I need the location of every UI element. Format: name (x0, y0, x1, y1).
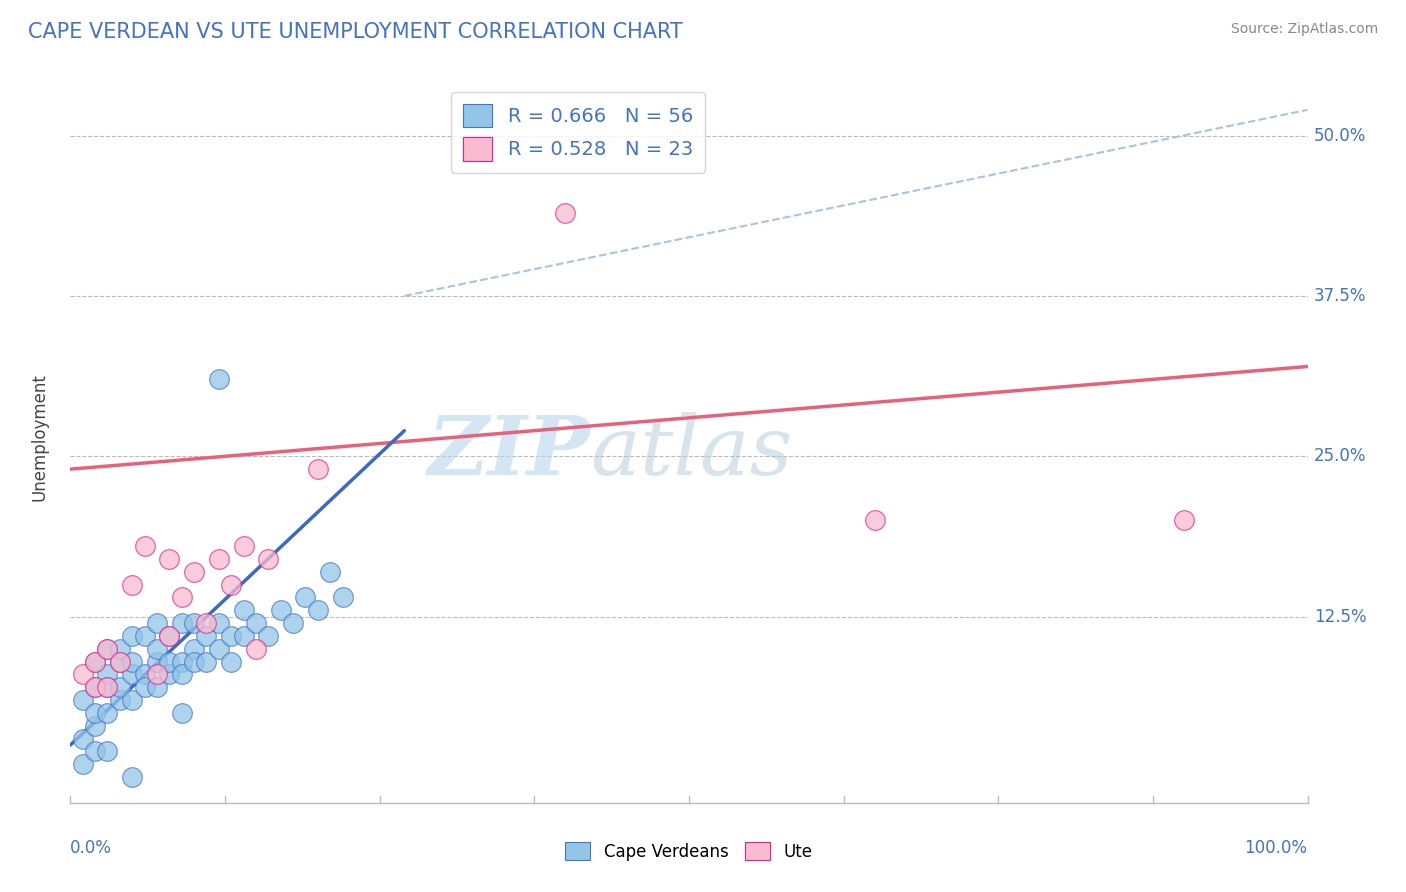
Point (554, 205, 576, 219)
Point (208, 641, 231, 656)
Point (108, 681, 131, 695)
Point (170, 667, 193, 681)
Point (157, 655, 180, 669)
Point (121, 577, 143, 591)
Point (157, 552, 180, 566)
Point (183, 655, 205, 669)
Point (96, 681, 118, 695)
Point (319, 565, 342, 579)
Point (84, 744, 107, 758)
Text: CAPE VERDEAN VS UTE UNEMPLOYMENT CORRELATION CHART: CAPE VERDEAN VS UTE UNEMPLOYMENT CORRELA… (28, 22, 683, 42)
Point (170, 655, 193, 669)
Point (96, 641, 118, 656)
Point (232, 629, 254, 643)
Point (84, 655, 107, 669)
Point (146, 655, 169, 669)
Point (134, 539, 156, 553)
Legend: R = 0.666   N = 56, R = 0.528   N = 23: R = 0.666 N = 56, R = 0.528 N = 23 (451, 92, 704, 172)
Point (232, 539, 254, 553)
Point (121, 629, 143, 643)
Point (1173, 514, 1195, 528)
Point (208, 372, 231, 386)
Point (307, 603, 329, 617)
Point (195, 629, 218, 643)
Point (96, 681, 118, 695)
Text: atlas: atlas (591, 412, 793, 491)
Text: Unemployment: Unemployment (31, 373, 48, 501)
Point (332, 591, 354, 605)
Point (146, 641, 169, 656)
Text: 37.5%: 37.5% (1313, 287, 1367, 305)
Point (134, 629, 156, 643)
Point (108, 655, 131, 669)
Point (307, 462, 329, 476)
Point (157, 667, 180, 681)
Text: ZIP: ZIP (427, 412, 591, 491)
Point (121, 667, 143, 681)
Point (245, 641, 267, 656)
Text: Source: ZipAtlas.com: Source: ZipAtlas.com (1230, 22, 1378, 37)
Text: 25.0%: 25.0% (1313, 447, 1367, 466)
Point (183, 565, 205, 579)
Point (219, 655, 242, 669)
Text: 0.0%: 0.0% (70, 839, 112, 857)
Point (121, 693, 143, 707)
Point (146, 681, 169, 695)
Point (84, 706, 107, 720)
Point (183, 616, 205, 631)
Point (294, 591, 316, 605)
Point (121, 770, 143, 784)
Point (72, 693, 94, 707)
Text: 12.5%: 12.5% (1313, 607, 1367, 625)
Point (157, 629, 180, 643)
Point (219, 577, 242, 591)
Point (270, 603, 292, 617)
Point (96, 667, 118, 681)
Point (863, 514, 886, 528)
Text: 50.0%: 50.0% (1313, 127, 1367, 145)
Point (108, 641, 131, 656)
Point (134, 681, 156, 695)
Point (170, 591, 193, 605)
Point (84, 655, 107, 669)
Point (108, 693, 131, 707)
Point (183, 641, 205, 656)
Point (72, 667, 94, 681)
Text: 100.0%: 100.0% (1244, 839, 1308, 857)
Point (84, 719, 107, 733)
Point (146, 667, 169, 681)
Point (84, 681, 107, 695)
Point (170, 706, 193, 720)
Point (96, 706, 118, 720)
Point (121, 655, 143, 669)
Point (146, 616, 169, 631)
Point (96, 641, 118, 656)
Point (72, 757, 94, 772)
Point (170, 616, 193, 631)
Point (208, 552, 231, 566)
Point (281, 616, 304, 631)
Point (219, 629, 242, 643)
Point (108, 655, 131, 669)
Point (195, 616, 218, 631)
Point (134, 667, 156, 681)
Point (245, 616, 267, 631)
Point (195, 655, 218, 669)
Point (84, 681, 107, 695)
Point (232, 603, 254, 617)
Point (157, 629, 180, 643)
Point (96, 744, 118, 758)
Point (208, 616, 231, 631)
Point (257, 629, 280, 643)
Point (72, 731, 94, 746)
Point (257, 552, 280, 566)
